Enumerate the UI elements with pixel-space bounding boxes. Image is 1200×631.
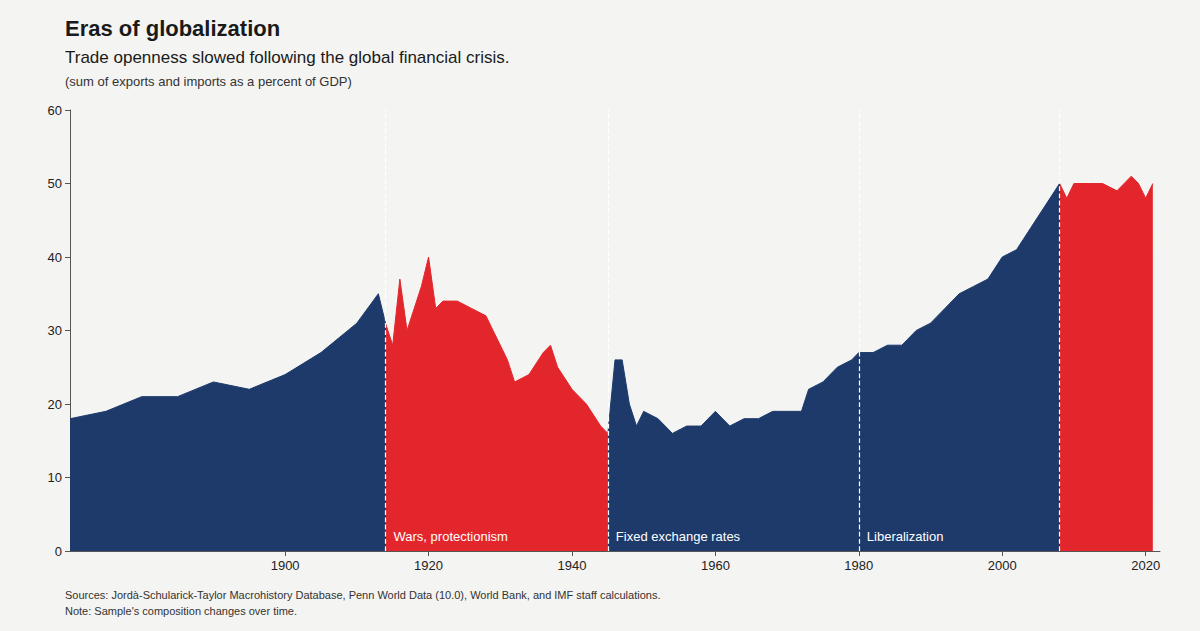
svg-text:1940: 1940 xyxy=(558,558,587,573)
svg-text:Sources: Jordà-Schularick-Tayl: Sources: Jordà-Schularick-Taylor Macrohi… xyxy=(65,589,660,601)
svg-text:Trade openness slowed followin: Trade openness slowed following the glob… xyxy=(65,48,509,67)
svg-text:40: 40 xyxy=(48,250,62,265)
svg-text:20: 20 xyxy=(48,397,62,412)
svg-text:Wars, protectionism: Wars, protectionism xyxy=(394,529,508,544)
svg-text:50: 50 xyxy=(48,176,62,191)
svg-text:0: 0 xyxy=(55,544,62,559)
svg-text:Liberalization: Liberalization xyxy=(867,529,944,544)
svg-text:1960: 1960 xyxy=(701,558,730,573)
svg-text:Eras of globalization: Eras of globalization xyxy=(65,16,280,41)
svg-text:1980: 1980 xyxy=(844,558,873,573)
svg-text:10: 10 xyxy=(48,470,62,485)
svg-text:1920: 1920 xyxy=(414,558,443,573)
svg-text:1900: 1900 xyxy=(271,558,300,573)
svg-text:30: 30 xyxy=(48,323,62,338)
svg-text:2000: 2000 xyxy=(988,558,1017,573)
svg-text:Fixed exchange rates: Fixed exchange rates xyxy=(616,529,741,544)
svg-text:Note: Sample's composition cha: Note: Sample's composition changes over … xyxy=(65,605,297,617)
svg-text:60: 60 xyxy=(48,103,62,118)
svg-text:2020: 2020 xyxy=(1131,558,1160,573)
svg-text:(sum of exports and imports as: (sum of exports and imports as a percent… xyxy=(65,74,352,89)
